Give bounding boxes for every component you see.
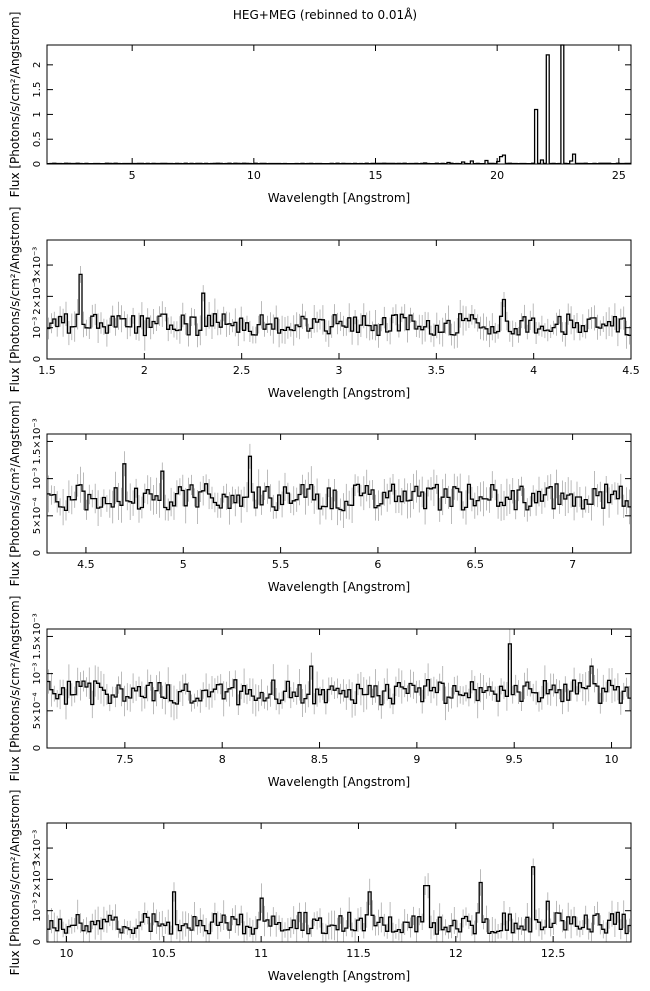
y-tick-label: 2×10⁻³ — [32, 861, 43, 898]
x-tick-label: 2.5 — [233, 364, 251, 377]
y-tick-label: 1.5×10⁻³ — [32, 418, 43, 464]
x-tick-label: 12.5 — [541, 947, 566, 960]
x-tick-label: 25 — [612, 169, 626, 182]
x-tick-label: 2 — [141, 364, 148, 377]
figure-title: HEG+MEG (rebinned to 0.01Å) — [232, 8, 418, 22]
x-tick-label: 20 — [490, 169, 504, 182]
plot-frame — [46, 433, 632, 554]
y-tick-label: 1.5×10⁻³ — [32, 613, 43, 659]
x-tick-label: 3.5 — [428, 364, 446, 377]
y-tick-label: 10⁻³ — [32, 900, 43, 922]
y-tick-label: 2 — [32, 62, 43, 68]
x-axis-label: Wavelength [Angstrom] — [268, 775, 410, 789]
x-tick-label: 12 — [449, 947, 463, 960]
chart-panel-2: 1.5 2 2.5 3 3.5 4 4.5 0 10⁻³ 2×10⁻³3×10⁻³ Waveleng… — [8, 207, 640, 400]
y-tick-label: 1 — [32, 111, 43, 117]
x-tick-label: 5 — [129, 169, 136, 182]
x-tick-label: 10 — [59, 947, 73, 960]
y-tick-label: 3×10⁻³ — [32, 830, 43, 867]
x-axis-label: Wavelength [Angstrom] — [268, 191, 410, 205]
y-axis-label: Flux [Photons/s/cm²/Angstrom] — [8, 596, 22, 782]
y-axis-label: Flux [Photons/s/cm²/Angstrom] — [8, 790, 22, 976]
y-axis-label: Flux [Photons/s/cm²/Angstrom] — [8, 401, 22, 587]
x-tick-label: 8 — [219, 753, 226, 766]
chart-panel-1: 5 10 15 20 25 0 0.5 1 1.5 2 Wavelength [Angstrom] F… — [8, 12, 632, 205]
plot-frame — [46, 44, 632, 165]
y-tick-label: 3×10⁻³ — [32, 247, 43, 284]
x-tick-label: 6 — [374, 558, 381, 571]
y-axis-label: Flux [Photons/s/cm²/Angstrom] — [8, 12, 22, 198]
spectrum-line — [47, 273, 631, 337]
y-tick-label: 1.5 — [32, 82, 43, 98]
chart-panel-3: 4.5 5 5.5 6 6.5 7 0 5×10⁻⁴ 10⁻³ 1.5×10⁻³ Wavelengt… — [8, 401, 632, 594]
y-tick-label: 0.5 — [32, 131, 43, 147]
x-tick-label: 11 — [254, 947, 268, 960]
y-tick-label: 0 — [32, 356, 43, 362]
x-tick-label: 4 — [530, 364, 537, 377]
x-tick-label: 15 — [369, 169, 383, 182]
x-tick-label: 10 — [605, 753, 619, 766]
x-tick-label: 3 — [336, 364, 343, 377]
x-tick-label: 7.5 — [116, 753, 134, 766]
plot-frame — [46, 822, 632, 943]
error-bars — [48, 629, 630, 721]
y-tick-label: 2×10⁻³ — [32, 278, 43, 315]
spectrum-line — [47, 455, 631, 512]
x-tick-label: 5.5 — [272, 558, 290, 571]
x-tick-label: 9.5 — [505, 753, 523, 766]
y-axis-label: Flux [Photons/s/cm²/Angstrom] — [8, 207, 22, 393]
x-tick-label: 8.5 — [311, 753, 329, 766]
chart-panel-4: 7.5 8 8.5 9 9.5 10 0 5×10⁻⁴ 10⁻³ 1.5×10⁻³ Waveleng… — [8, 596, 632, 789]
x-tick-label: 4.5 — [77, 558, 95, 571]
x-tick-label: 10 — [247, 169, 261, 182]
y-tick-label: 0 — [32, 745, 43, 751]
error-bars — [48, 443, 630, 528]
x-tick-label: 7 — [569, 558, 576, 571]
y-tick-label: 0 — [32, 161, 43, 167]
x-tick-label: 6.5 — [467, 558, 485, 571]
x-tick-label: 4.5 — [622, 364, 640, 377]
error-bars — [48, 266, 630, 351]
x-tick-label: 1.5 — [38, 364, 56, 377]
plot-frame — [46, 628, 632, 749]
y-tick-label: 5×10⁻⁴ — [32, 692, 43, 729]
x-tick-label: 10.5 — [152, 947, 177, 960]
x-tick-label: 9 — [413, 753, 420, 766]
y-tick-label: 0 — [32, 550, 43, 556]
x-axis-label: Wavelength [Angstrom] — [268, 969, 410, 983]
chart-panel-5: 10 10.5 11 11.5 12 12.5 0 10⁻³ 2×10⁻³3×10⁻³ Wavel… — [8, 790, 632, 983]
x-tick-label: 5 — [180, 558, 187, 571]
error-bars — [48, 45, 630, 164]
spectrum-line — [47, 643, 631, 706]
y-tick-label: 0 — [32, 939, 43, 945]
plot-frame — [46, 239, 632, 360]
y-tick-label: 5×10⁻⁴ — [32, 497, 43, 534]
spectrum-line — [47, 44, 631, 165]
spectrum-line — [47, 866, 631, 935]
y-tick-label: 10⁻³ — [32, 317, 43, 339]
x-tick-label: 11.5 — [346, 947, 371, 960]
y-tick-label: 10⁻³ — [32, 468, 43, 490]
y-tick-label: 10⁻³ — [32, 663, 43, 685]
x-axis-label: Wavelength [Angstrom] — [268, 580, 410, 594]
x-axis-label: Wavelength [Angstrom] — [268, 386, 410, 400]
